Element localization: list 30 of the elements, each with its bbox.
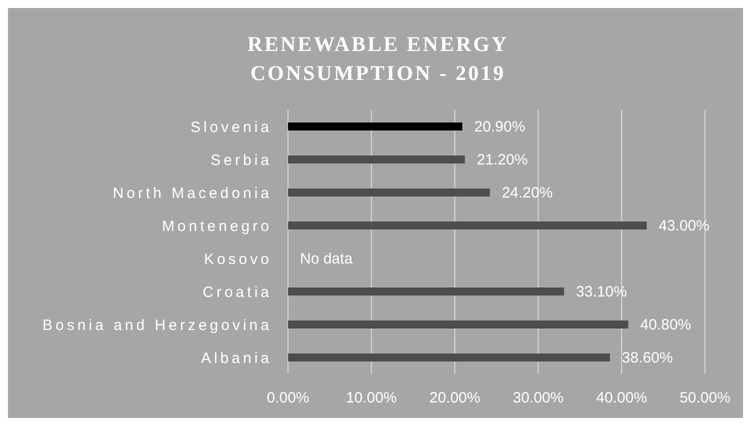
bar: [288, 320, 628, 328]
y-tick-label: Serbia: [210, 152, 272, 169]
data-label: 20.90%: [474, 118, 526, 136]
x-tick-label: 20.00%: [429, 390, 480, 407]
data-label: 40.80%: [640, 316, 692, 334]
data-label: 43.00%: [658, 218, 710, 234]
bar: [288, 188, 490, 196]
data-label: 21.20%: [476, 152, 528, 168]
y-tick-label: Croatia: [202, 284, 272, 301]
bar: [288, 354, 610, 362]
y-tick-label: North Macedonia: [112, 184, 272, 202]
bar: [288, 222, 647, 230]
y-tick-label: Albania: [200, 350, 272, 367]
y-tick-label: Montenegro: [162, 218, 272, 235]
data-label: 33.10%: [576, 284, 627, 300]
y-tick-label: Kosovo: [204, 250, 272, 268]
bar: [288, 156, 465, 164]
chart-title: RENEWABLE ENERGY CONSUMPTION - 2019: [246, 31, 510, 87]
x-tick-label: 0.00%: [266, 390, 310, 407]
x-tick-label: 10.00%: [346, 390, 397, 407]
x-tick-label: 50.00%: [680, 390, 730, 407]
y-tick-label: Slovenia: [190, 118, 272, 136]
x-tick-label: 40.00%: [596, 390, 648, 407]
data-label: 38.60%: [622, 350, 673, 366]
bar: [288, 122, 462, 130]
data-label: 24.20%: [502, 184, 553, 202]
text: No data: [300, 250, 353, 268]
x-tick-label: 30.00%: [512, 390, 564, 407]
bar: [288, 288, 564, 296]
y-tick-label: Bosnia and Herzegovina: [42, 316, 272, 334]
